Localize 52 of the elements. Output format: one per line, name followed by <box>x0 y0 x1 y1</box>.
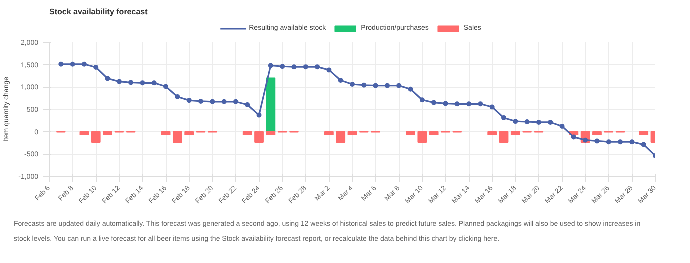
point <box>210 99 216 104</box>
point <box>116 79 122 84</box>
point <box>245 102 250 108</box>
point <box>466 102 472 107</box>
point <box>140 80 146 86</box>
point <box>560 124 565 129</box>
point <box>502 115 506 120</box>
point <box>384 83 390 88</box>
point <box>82 62 87 67</box>
point <box>583 138 588 143</box>
point <box>186 98 192 104</box>
point <box>373 83 378 88</box>
point <box>233 99 238 104</box>
point <box>198 98 204 104</box>
point <box>152 80 157 86</box>
point <box>128 80 134 86</box>
point <box>548 120 554 125</box>
point <box>303 64 308 70</box>
point <box>326 68 332 73</box>
point <box>396 83 402 88</box>
point <box>524 120 530 125</box>
point <box>618 140 624 145</box>
point <box>432 100 437 106</box>
point <box>641 142 646 148</box>
point <box>256 112 262 118</box>
point <box>268 63 274 68</box>
point <box>594 138 600 144</box>
point <box>630 140 635 145</box>
point <box>70 62 76 67</box>
point <box>338 78 344 83</box>
point <box>292 64 297 70</box>
point <box>94 65 99 70</box>
point <box>513 119 518 124</box>
point <box>222 99 227 104</box>
point <box>536 120 542 125</box>
point <box>175 94 180 100</box>
point <box>420 98 425 103</box>
point <box>454 102 460 107</box>
point <box>443 101 448 106</box>
chart-title: Stock availability forecast <box>50 8 148 16</box>
point <box>478 102 484 107</box>
point <box>571 134 576 140</box>
point <box>105 76 110 82</box>
point <box>350 82 355 87</box>
point <box>606 140 612 145</box>
point <box>58 62 64 67</box>
point <box>315 64 320 70</box>
point <box>164 84 169 90</box>
point <box>362 82 367 88</box>
point <box>280 64 286 70</box>
point <box>408 86 414 92</box>
point <box>490 104 495 110</box>
